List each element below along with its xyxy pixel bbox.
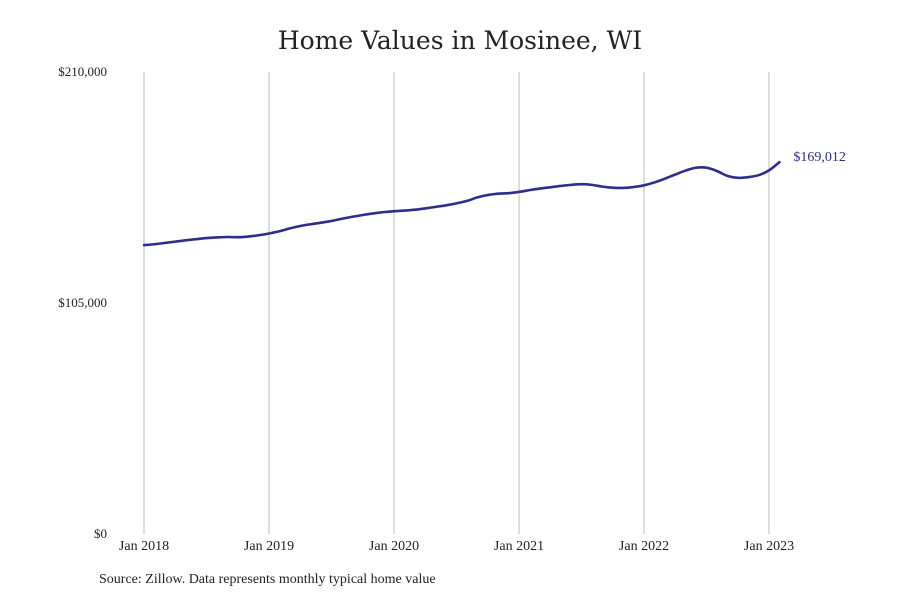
- end-value-label: $169,012: [793, 150, 846, 165]
- x-axis: Jan 2018 Jan 2019 Jan 2020 Jan 2021 Jan 2022…: [119, 539, 794, 554]
- y-tick-label: $210,000: [58, 64, 107, 79]
- source-note: Source: Zillow. Data represents monthly …: [99, 572, 436, 587]
- x-tick-label: Jan 2018: [119, 539, 169, 554]
- x-tick-label: Jan 2022: [619, 539, 669, 554]
- y-tick-label: $0: [94, 526, 107, 541]
- gridlines: [143, 72, 770, 534]
- series-layer: $169,012: [142, 150, 846, 247]
- y-tick-label: $105,000: [58, 295, 107, 310]
- x-tick-label: Jan 2021: [494, 539, 544, 554]
- x-tick-label: Jan 2019: [244, 539, 294, 554]
- x-tick-label: Jan 2020: [369, 539, 419, 554]
- series-line: [142, 160, 781, 247]
- chart-title: Home Values in Mosinee, WI: [277, 26, 643, 55]
- x-tick-label: Jan 2023: [744, 539, 794, 554]
- y-axis: $0 $105,000 $210,000: [58, 64, 107, 541]
